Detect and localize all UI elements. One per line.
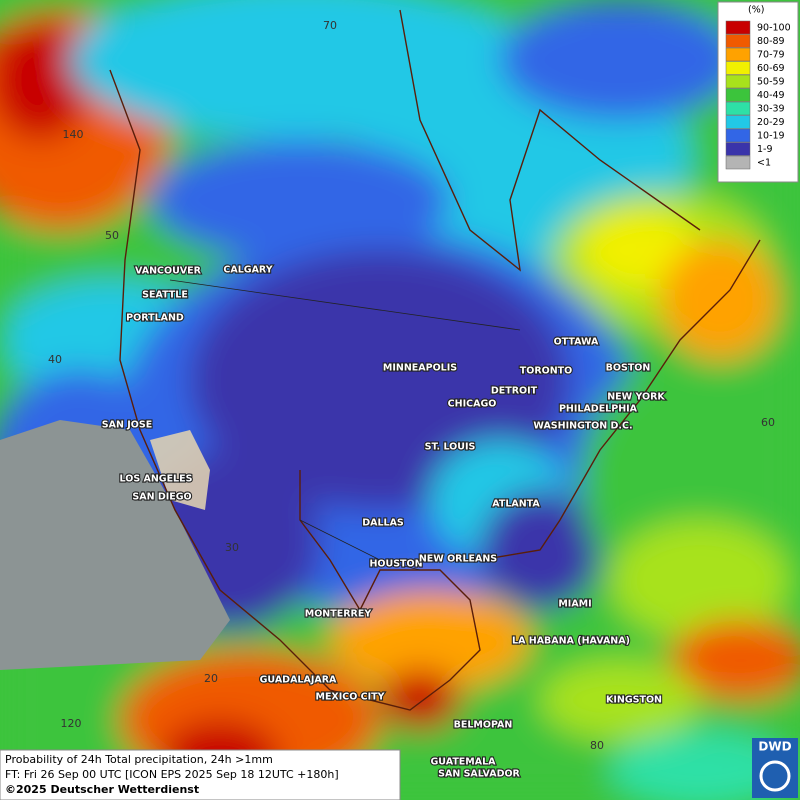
legend-swatch (725, 155, 751, 170)
coastline (109, 9, 761, 711)
logo-icon (759, 760, 791, 792)
city-label: ATLANTA (492, 499, 540, 510)
legend-swatch (725, 61, 751, 75)
legend-swatch (725, 34, 751, 48)
border (169, 279, 521, 571)
grid-label: 60 (761, 416, 775, 429)
legend-swatch (725, 74, 751, 89)
city-label: PORTLAND (126, 313, 184, 324)
legend-label: 80-89 (757, 36, 785, 47)
legend-swatch (725, 101, 751, 116)
city-label: VANCOUVER (135, 266, 202, 277)
city-label: MEXICO CITY (315, 692, 384, 703)
grid-label: 50 (105, 229, 119, 242)
graticule-labels: 140 50 40 70 60 30 20 120 80 (48, 19, 775, 752)
city-label: WASHINGTON D.C. (533, 421, 632, 432)
legend-swatch (725, 88, 751, 102)
legend-label: 10-19 (757, 131, 785, 142)
legend: (%) 90-100 80-89 70-79 60-69 50-59 40-49 30-39… (717, 1, 799, 183)
city-label: HOUSTON (369, 559, 422, 570)
city-label: LOS ANGELES (120, 474, 193, 485)
low-prob-area (150, 430, 210, 510)
legend-label: 60-69 (757, 63, 785, 74)
logo-box (752, 738, 798, 798)
no-data-area (0, 420, 230, 670)
grid-label: 40 (48, 353, 62, 366)
city-labels: VANCOUVER CALGARY SEATTLE PORTLAND MINNEAPOL… (101, 263, 667, 780)
city-label: MINNEAPOLIS (383, 363, 457, 374)
city-label: SAN JOSE (102, 420, 152, 431)
logo-text: DWD (758, 740, 791, 754)
city-label: MONTERREY (305, 609, 372, 620)
legend-swatch (725, 20, 751, 35)
legend-label: 30-39 (757, 104, 785, 115)
footer-copyright: ©2025 Deutscher Wetterdienst (5, 783, 199, 796)
city-label: BOSTON (606, 363, 651, 374)
legend-label: 90-100 (757, 23, 791, 34)
city-label: TORONTO (520, 366, 572, 377)
grid-label: 120 (61, 717, 82, 730)
legend-swatch (725, 47, 751, 62)
legend-label: 70-79 (757, 50, 785, 61)
legend-label: 50-59 (757, 77, 785, 88)
grid-label: 80 (590, 739, 604, 752)
city-label: DETROIT (491, 386, 538, 397)
legend-label: 40-49 (757, 90, 785, 101)
grid-label: 30 (225, 541, 239, 554)
footer-box (0, 749, 401, 800)
footer-forecast: FT: Fri 26 Sep 00 UTC [ICON EPS 2025 Sep… (5, 768, 339, 781)
city-label: ST. LOUIS (425, 442, 476, 453)
city-label: SEATTLE (142, 290, 188, 301)
city-label: SAN SALVADOR (438, 769, 520, 780)
city-label: PHILADELPHIA (559, 404, 638, 415)
city-label: CHICAGO (448, 399, 497, 410)
grid-label: 20 (204, 672, 218, 685)
city-label: NEW ORLEANS (419, 554, 497, 565)
legend-swatch (725, 115, 751, 129)
grid-label: 140 (63, 128, 84, 141)
legend-label: 1-9 (757, 144, 773, 155)
legend-label: <1 (757, 158, 771, 169)
city-label: GUADALAJARA (260, 675, 337, 686)
legend-label: 20-29 (757, 117, 785, 128)
city-label: CALGARY (223, 265, 272, 276)
legend-title: (%) (748, 5, 764, 16)
city-label: LA HABANA (HAVANA) (512, 636, 630, 647)
city-label: DALLAS (362, 518, 404, 529)
city-label: NEW YORK (607, 392, 665, 403)
city-label: OTTAWA (554, 337, 599, 348)
city-label: KINGSTON (606, 695, 662, 706)
logo: DWD (752, 738, 798, 798)
footer-title: Probability of 24h Total precipitation, … (5, 753, 273, 766)
city-label: MIAMI (558, 599, 591, 610)
legend-swatch (725, 142, 751, 156)
city-label: GUATEMALA (430, 757, 496, 768)
legend-swatch (725, 128, 751, 143)
city-label: BELMOPAN (454, 720, 513, 731)
city-label: SAN DIEGO (132, 492, 191, 503)
grid-label: 70 (323, 19, 337, 32)
footer: Probability of 24h Total precipitation, … (0, 749, 401, 800)
